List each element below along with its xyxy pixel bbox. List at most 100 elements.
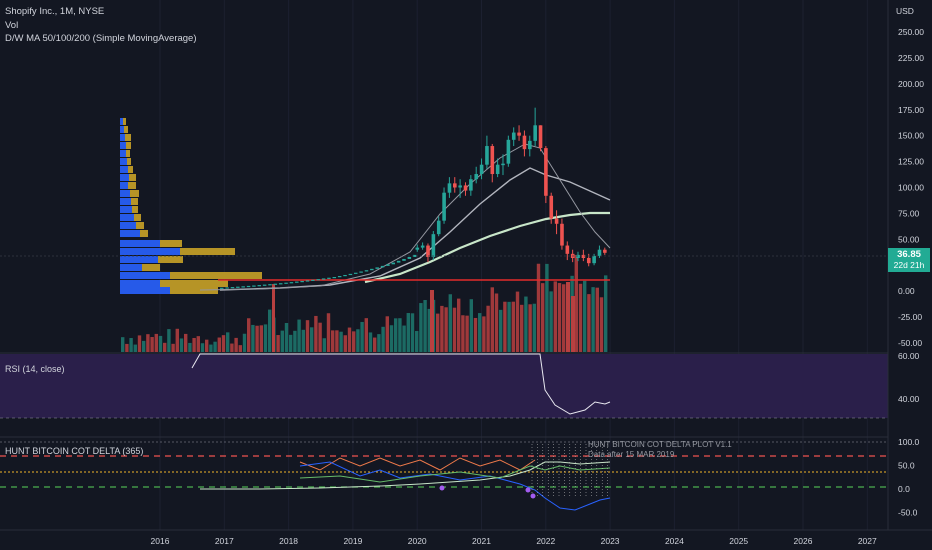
rsi-label[interactable]: RSI (14, close) xyxy=(5,364,65,374)
volume-bar xyxy=(234,337,238,352)
volume-bar xyxy=(457,298,461,352)
volume-bar xyxy=(423,300,427,352)
hunt-tick-label: 100.0 xyxy=(898,437,920,447)
volume-bar xyxy=(499,309,503,352)
volume-profile-row xyxy=(120,118,123,125)
volume-profile-row xyxy=(120,198,131,205)
candle xyxy=(220,287,224,289)
volume-bar xyxy=(461,315,465,352)
volume-bar xyxy=(604,275,608,352)
candle xyxy=(474,174,479,180)
candle xyxy=(337,276,342,278)
volume-bar xyxy=(276,335,280,352)
time-tick-label: 2026 xyxy=(794,536,813,546)
candle xyxy=(436,220,441,235)
candle xyxy=(495,164,500,175)
volume-bar xyxy=(557,283,562,352)
price-tick-label: 125.00 xyxy=(898,157,924,167)
hunt-signal-dot xyxy=(525,487,531,493)
volume-bar xyxy=(583,280,587,352)
candle xyxy=(262,284,267,286)
volume-bar xyxy=(335,330,339,352)
candle xyxy=(586,257,591,264)
candle xyxy=(252,285,256,287)
candle xyxy=(391,262,396,265)
hunt-note-title: HUNT BITCOIN COT DELTA PLOT V1.1 xyxy=(588,440,732,449)
candle xyxy=(576,254,580,258)
volume-profile-row xyxy=(130,190,139,197)
volume-bar xyxy=(188,342,192,352)
volume-bar xyxy=(280,330,284,352)
candle xyxy=(581,254,586,258)
volume-bar xyxy=(394,318,398,352)
time-tick-label: 2016 xyxy=(151,536,170,546)
candle xyxy=(517,132,521,136)
volume-profile-row xyxy=(160,280,228,287)
volume-profile-row xyxy=(136,222,144,229)
hunt-commercials-line xyxy=(299,457,536,471)
volume-bar xyxy=(343,335,347,352)
volume-profile-row xyxy=(120,206,132,213)
candle xyxy=(343,274,347,277)
volume-profile-row xyxy=(170,287,218,294)
rsi-tick-label: 60.00 xyxy=(898,351,920,361)
candle xyxy=(348,273,353,276)
time-tick-label: 2019 xyxy=(343,536,362,546)
volume-bar xyxy=(255,325,259,352)
volume-bar xyxy=(494,293,499,352)
volume-indicator-label[interactable]: Vol xyxy=(5,20,19,31)
volume-bar xyxy=(520,304,524,352)
candle xyxy=(447,183,452,193)
candle xyxy=(511,132,516,140)
volume-bar xyxy=(545,263,549,352)
volume-bar xyxy=(402,325,406,352)
volume-profile-row xyxy=(120,272,170,279)
candle xyxy=(485,146,489,165)
volume-bars xyxy=(121,254,608,352)
volume-bar xyxy=(591,287,595,352)
candle xyxy=(375,267,379,269)
volume-bar xyxy=(230,343,234,352)
time-tick-label: 2020 xyxy=(408,536,427,546)
time-tick-label: 2017 xyxy=(215,536,234,546)
volume-profile-row xyxy=(120,142,126,149)
candle xyxy=(463,185,468,191)
volume-profile-row xyxy=(180,248,235,255)
volume-bar xyxy=(221,335,226,352)
price-tick-label: 100.00 xyxy=(898,183,924,193)
volume-bar xyxy=(364,318,368,352)
hunt-label[interactable]: HUNT BITCOIN COT DELTA (365) xyxy=(5,446,144,456)
candle xyxy=(565,245,570,254)
candle xyxy=(479,164,484,175)
candle xyxy=(278,283,283,285)
volume-bar xyxy=(305,320,310,352)
volume-bar xyxy=(473,317,478,352)
volume-profile-row xyxy=(120,134,125,141)
volume-bar xyxy=(314,315,318,352)
candle xyxy=(412,254,417,257)
volume-bar xyxy=(465,315,469,352)
time-tick-label: 2023 xyxy=(601,536,620,546)
volume-bar xyxy=(385,316,389,352)
candle xyxy=(311,279,315,281)
volume-bar xyxy=(599,297,604,352)
symbol-title[interactable]: Shopify Inc., 1M, NYSE xyxy=(5,6,105,17)
volume-bar xyxy=(200,343,205,352)
time-tick-label: 2021 xyxy=(472,536,491,546)
candle xyxy=(453,183,457,188)
volume-bar xyxy=(415,331,419,352)
volume-bar xyxy=(301,329,305,352)
ma-100-line xyxy=(219,167,611,291)
candle xyxy=(420,245,425,248)
candle xyxy=(407,256,412,259)
volume-bar xyxy=(192,337,196,352)
volume-bar xyxy=(158,335,163,352)
volume-bar xyxy=(217,337,221,352)
volume-profile xyxy=(120,118,262,294)
volume-bar xyxy=(247,318,251,352)
volume-profile-row xyxy=(120,214,134,221)
volume-bar xyxy=(578,283,583,352)
ma-indicator-label[interactable]: D/W MA 50/100/200 (Simple MovingAverage) xyxy=(5,33,197,44)
volume-bar xyxy=(595,287,599,352)
